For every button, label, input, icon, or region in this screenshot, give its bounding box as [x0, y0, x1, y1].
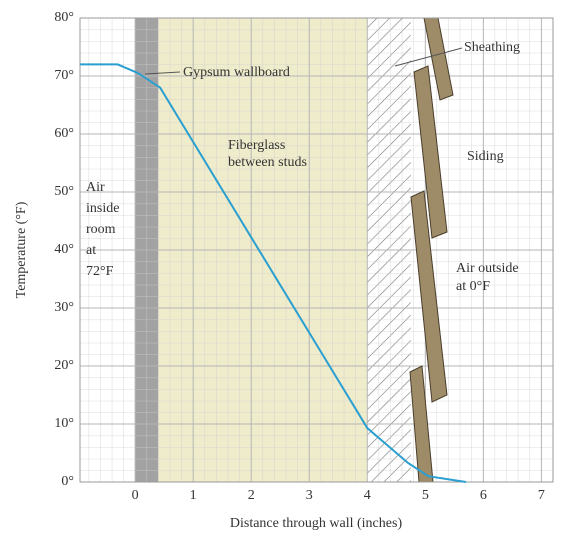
annotation: Siding — [467, 149, 504, 164]
annotation: room — [86, 222, 116, 237]
annotation: at 0°F — [456, 279, 490, 294]
annotation: Gypsum wallboard — [183, 65, 290, 80]
y-tick-label: 80° — [54, 10, 74, 25]
y-tick-label: 0° — [61, 474, 74, 489]
leader-line — [394, 47, 463, 67]
y-tick-label: 50° — [54, 184, 74, 199]
annotation: at — [86, 243, 96, 258]
y-tick-label: 70° — [54, 68, 74, 83]
y-tick-label: 20° — [54, 358, 74, 373]
x-tick-label: 1 — [190, 488, 197, 503]
x-tick-label: 4 — [364, 488, 371, 503]
x-tick-label: 0 — [132, 488, 139, 503]
temperature-line — [80, 63, 467, 483]
x-tick-label: 7 — [538, 488, 545, 503]
x-tick-label: 6 — [480, 488, 487, 503]
y-tick-label: 60° — [54, 126, 74, 141]
y-tick-label: 10° — [54, 416, 74, 431]
siding-board — [410, 190, 448, 403]
annotation: Sheathing — [464, 40, 520, 55]
annotation: 72°F — [86, 264, 114, 279]
plot-frame — [79, 17, 554, 483]
leader-line — [144, 71, 181, 75]
annotation: Air — [86, 180, 105, 195]
annotation: Fiberglass — [228, 138, 285, 153]
y-tick-label: 30° — [54, 300, 74, 315]
y-tick-label: 40° — [54, 242, 74, 257]
annotation: inside — [86, 201, 119, 216]
siding-board — [413, 65, 448, 239]
x-axis-label: Distance through wall (inches) — [230, 516, 403, 531]
annotation: Air outside — [456, 261, 519, 276]
x-tick-label: 5 — [422, 488, 429, 503]
y-axis-label: Temperature (°F) — [14, 201, 29, 298]
annotation: between studs — [228, 155, 307, 170]
x-tick-label: 2 — [248, 488, 255, 503]
x-tick-label: 3 — [306, 488, 313, 503]
